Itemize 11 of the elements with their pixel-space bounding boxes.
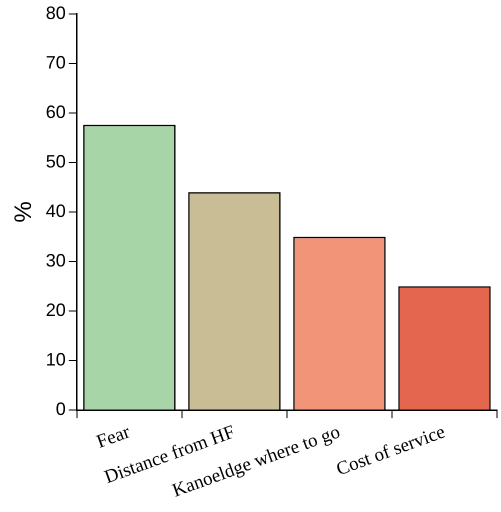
y-tick-label: 60 (46, 102, 66, 122)
y-axis-title: % (10, 201, 38, 223)
y-tick-label: 80 (46, 2, 66, 23)
y-tick-label: 70 (46, 52, 66, 72)
y-tick-label: 0 (56, 399, 66, 420)
y-tick-label: 30 (46, 250, 66, 270)
x-tick-label: Fear (94, 421, 134, 453)
y-tick-label: 40 (46, 200, 66, 221)
y-tick-label: 50 (46, 151, 66, 172)
y-tick-label: 10 (46, 350, 66, 370)
y-tick-label: 20 (46, 300, 66, 320)
